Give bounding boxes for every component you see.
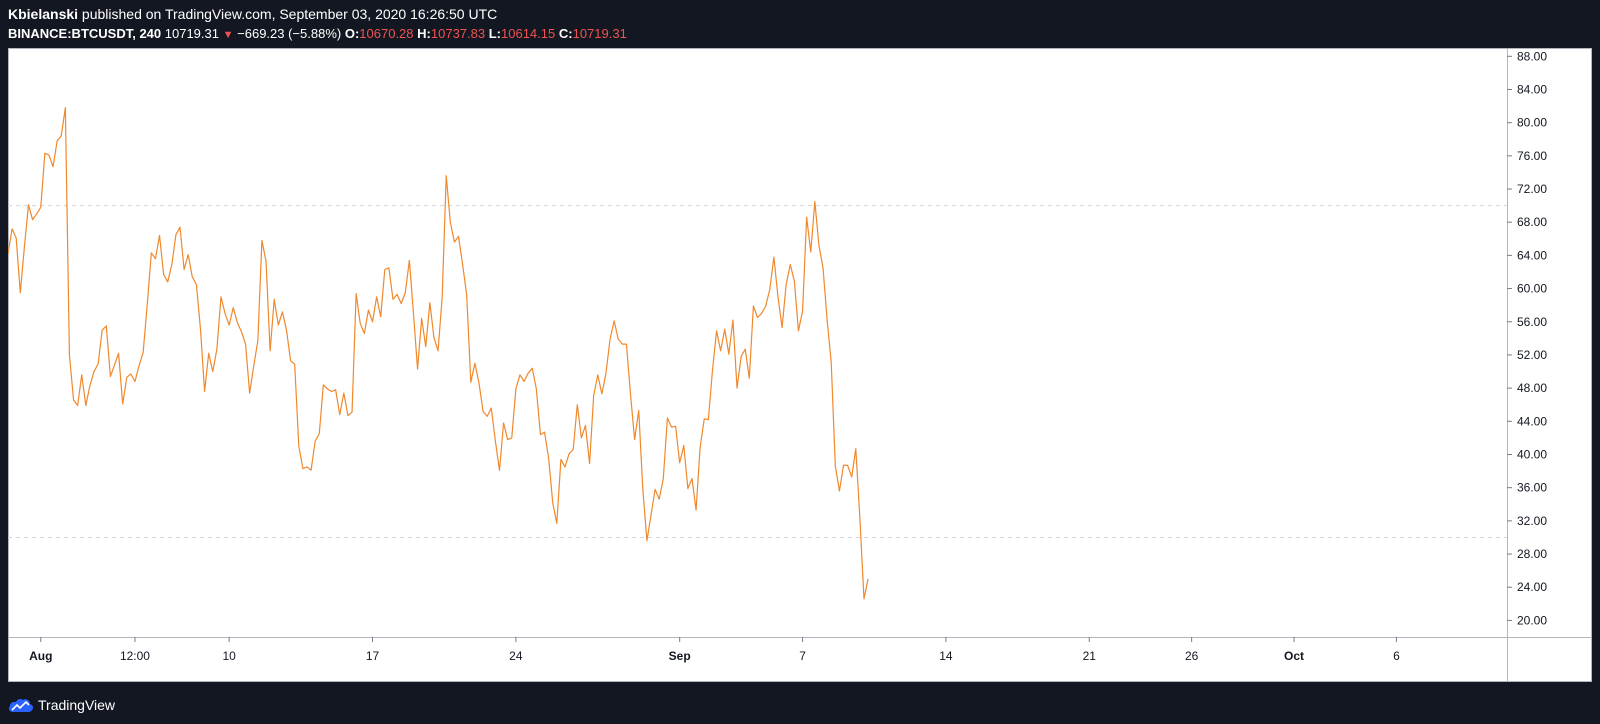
y-tick-label: 52.00 xyxy=(1517,348,1547,362)
chart-border xyxy=(8,48,1592,682)
price-change: −669.23 (−5.88%) xyxy=(237,26,342,41)
y-tick-label: 56.00 xyxy=(1517,315,1547,329)
y-tick-label: 76.00 xyxy=(1517,149,1547,163)
tradingview-cloud-icon xyxy=(9,698,34,712)
y-tick-label: 36.00 xyxy=(1517,481,1547,495)
y-tick-label: 24.00 xyxy=(1517,580,1547,594)
down-arrow-icon: ▼ xyxy=(222,29,234,41)
y-tick-label: 48.00 xyxy=(1517,381,1547,395)
close-label: C: xyxy=(558,26,573,41)
last-price: 10719.31 xyxy=(164,26,219,41)
x-tick-label: Aug xyxy=(29,649,52,663)
y-tick-label: 64.00 xyxy=(1517,248,1547,262)
x-tick-label: 17 xyxy=(366,649,380,663)
rsi-series-line xyxy=(8,107,869,600)
y-tick-label: 68.00 xyxy=(1517,215,1547,229)
y-tick-label: 72.00 xyxy=(1517,182,1547,196)
open-label: O: xyxy=(344,26,360,41)
y-tick-label: 40.00 xyxy=(1517,447,1547,461)
high-label: H: xyxy=(417,26,431,41)
x-tick-label: 7 xyxy=(799,649,806,663)
y-tick-label: 20.00 xyxy=(1517,613,1547,627)
y-tick-label: 60.00 xyxy=(1517,282,1547,296)
low-label: L: xyxy=(488,26,502,41)
publish-info: Kbielanski published on TradingView.com,… xyxy=(8,4,627,24)
x-tick-label: 21 xyxy=(1083,649,1097,663)
ohlc-legend: BINANCE:BTCUSDT, 240 10719.31 ▼ −669.23 … xyxy=(8,24,627,45)
x-tick-label: 24 xyxy=(509,649,523,663)
y-tick-label: 32.00 xyxy=(1517,514,1547,528)
chart-header: Kbielanski published on TradingView.com,… xyxy=(8,4,627,45)
x-tick-label: 14 xyxy=(939,649,953,663)
x-tick-label: 12:00 xyxy=(120,649,150,663)
x-tick-label: 26 xyxy=(1185,649,1199,663)
x-tick-label: 6 xyxy=(1393,649,1400,663)
footer: TradingView xyxy=(8,694,115,716)
published-text: published on TradingView.com, September … xyxy=(81,6,498,22)
x-tick-label: Oct xyxy=(1284,649,1304,663)
x-tick-label: 10 xyxy=(222,649,236,663)
brand-name[interactable]: TradingView xyxy=(38,697,116,713)
high-value: 10737.83 xyxy=(430,26,486,41)
y-tick-label: 84.00 xyxy=(1517,82,1547,96)
y-tick-label: 88.00 xyxy=(1517,49,1547,63)
y-tick-label: 44.00 xyxy=(1517,414,1547,428)
chart-panel[interactable]: 20.00 24.00 28.00 32.00 36.00 40.00 44.00 48.00… xyxy=(8,48,1592,682)
y-tick-label: 28.00 xyxy=(1517,547,1547,561)
author-name[interactable]: Kbielanski xyxy=(8,6,79,22)
symbol-label[interactable]: BINANCE:BTCUSDT, 240 xyxy=(8,26,162,41)
y-tick-label: 80.00 xyxy=(1517,116,1547,130)
open-value: 10670.28 xyxy=(359,26,414,41)
low-value: 10614.15 xyxy=(501,26,556,41)
x-tick-label: Sep xyxy=(669,649,691,663)
rsi-line-chart[interactable]: 20.00 24.00 28.00 32.00 36.00 40.00 44.00 48.00… xyxy=(8,48,1592,682)
close-value: 10719.31 xyxy=(572,26,627,41)
